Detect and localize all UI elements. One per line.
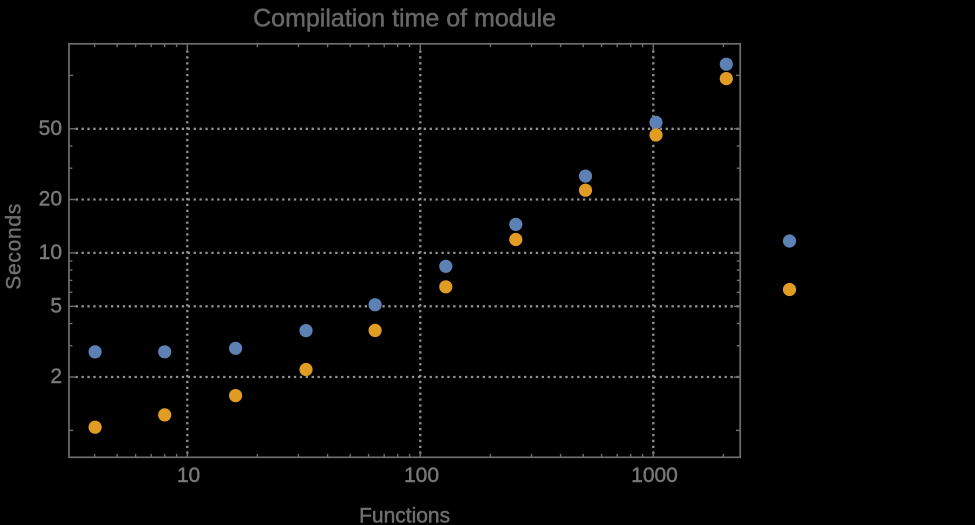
svg-text:1000: 1000 [631,464,678,487]
svg-text:Seconds: Seconds [2,203,25,290]
svg-text:2: 2 [50,365,62,388]
svg-text:10: 10 [39,241,62,264]
svg-text:5: 5 [50,295,62,318]
svg-text:10: 10 [177,464,200,487]
svg-text:20: 20 [39,188,62,211]
svg-text:50: 50 [39,117,62,140]
svg-text:Functions: Functions [359,504,450,525]
svg-text:100: 100 [404,464,439,487]
svg-text:Compilation time of module: Compilation time of module [253,4,556,32]
